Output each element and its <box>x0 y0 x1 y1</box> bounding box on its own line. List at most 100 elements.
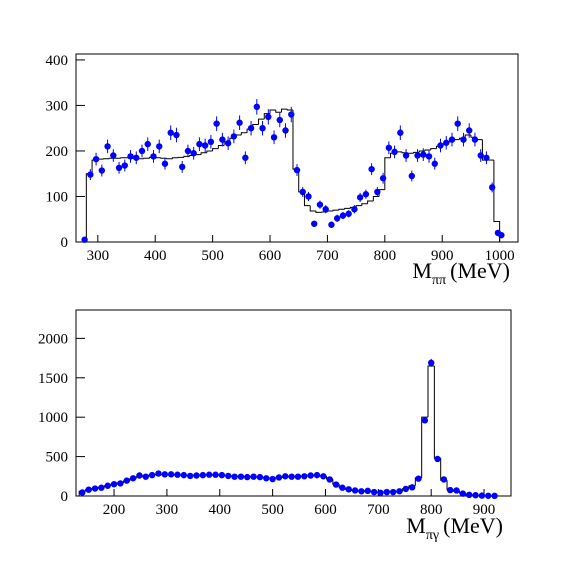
histogram-bin <box>217 144 225 149</box>
data-point <box>155 470 162 477</box>
data-point <box>123 477 130 484</box>
data-point <box>483 154 490 161</box>
data-point <box>293 166 301 174</box>
data-point <box>478 492 486 499</box>
data-point <box>383 488 390 496</box>
y-tick-label: 500 <box>46 450 69 466</box>
histogram-bin <box>421 416 429 478</box>
data-point <box>133 154 140 161</box>
histogram-bin <box>292 109 299 170</box>
data-point <box>161 471 168 478</box>
data-point <box>225 472 232 480</box>
y-tick-label: 1500 <box>38 371 68 387</box>
histogram-bin <box>298 169 305 193</box>
data-point <box>186 472 194 480</box>
data-point <box>115 164 123 172</box>
x-tick-label: 900 <box>431 248 454 264</box>
data-point <box>180 471 188 479</box>
data-point <box>477 152 484 159</box>
histogram-bin <box>372 195 380 202</box>
data-point <box>454 120 461 127</box>
x-axis-label: Mπγ (MeV) <box>406 513 503 543</box>
data-point <box>307 472 314 479</box>
data-point <box>471 136 479 143</box>
data-point <box>207 138 215 146</box>
histogram-bin <box>240 132 248 136</box>
data-point <box>259 124 266 132</box>
histogram-bin <box>303 191 311 207</box>
x-tick-label: 900 <box>473 502 496 518</box>
data-point <box>466 491 473 499</box>
y-tick-label: 400 <box>46 53 69 69</box>
data-point <box>415 475 422 482</box>
data-point <box>345 210 352 217</box>
data-point <box>440 476 448 483</box>
data-point <box>332 481 340 488</box>
data-point <box>270 134 278 141</box>
plot-frame <box>75 309 512 497</box>
data-point <box>396 488 403 495</box>
data-point <box>351 206 358 213</box>
data-point <box>356 194 364 201</box>
data-point <box>362 191 370 198</box>
data-point <box>184 147 192 155</box>
x-tick-label: 800 <box>374 248 397 264</box>
x-axis-label-symbol: M <box>406 513 426 538</box>
y-tick-label: 2000 <box>38 331 68 347</box>
data-point <box>193 472 200 479</box>
data-point <box>459 490 467 497</box>
histogram-bin <box>338 208 345 211</box>
data-point <box>167 471 175 478</box>
histogram-bin <box>430 148 437 151</box>
data-point <box>389 488 397 496</box>
data-point <box>408 484 416 491</box>
data-point <box>466 127 473 134</box>
data-point <box>282 473 289 480</box>
x-tick-label: 600 <box>259 248 282 264</box>
data-point <box>408 172 416 180</box>
data-point <box>425 153 433 160</box>
y-tick-label: 100 <box>46 189 69 205</box>
x-tick-label: 600 <box>314 502 337 518</box>
histogram-bin <box>367 200 374 204</box>
histogram-bin <box>200 152 207 155</box>
data-point <box>358 488 365 495</box>
data-point <box>150 153 157 160</box>
data-point <box>244 473 251 481</box>
data-point <box>351 487 359 494</box>
data-point <box>299 188 306 196</box>
x-tick-label: 1000 <box>485 248 515 264</box>
data-point <box>156 143 163 150</box>
data-point <box>110 152 117 159</box>
data-point <box>136 472 143 479</box>
histogram-bin <box>269 109 276 114</box>
data-point <box>447 486 454 494</box>
histogram-bin <box>344 207 351 210</box>
data-point <box>377 489 384 497</box>
x-tick-label: 300 <box>87 248 110 264</box>
data-point <box>81 236 88 243</box>
data-point <box>460 136 467 143</box>
histogram-bin <box>309 205 316 212</box>
data-point <box>250 473 257 480</box>
data-point <box>421 417 429 424</box>
data-point <box>178 163 186 171</box>
data-point <box>196 140 203 148</box>
histogram-bin <box>286 109 293 111</box>
data-point <box>275 474 283 481</box>
histogram-bin <box>258 118 265 125</box>
histogram-bin <box>355 205 362 208</box>
data-point <box>485 492 492 499</box>
histogram-bin <box>275 109 282 113</box>
data-point <box>201 142 209 149</box>
x-tick-label: 500 <box>201 248 224 264</box>
x-tick-label: 800 <box>420 502 443 518</box>
panel: 300 400 500 600 700 800 900 1000 0 100 200 300 400 Mπ… <box>46 53 519 288</box>
data-point <box>443 139 450 146</box>
data-point <box>213 120 220 127</box>
y-tick-label: 200 <box>46 144 69 160</box>
data-point <box>305 193 312 200</box>
data-point <box>205 471 213 478</box>
data-point <box>374 188 381 196</box>
